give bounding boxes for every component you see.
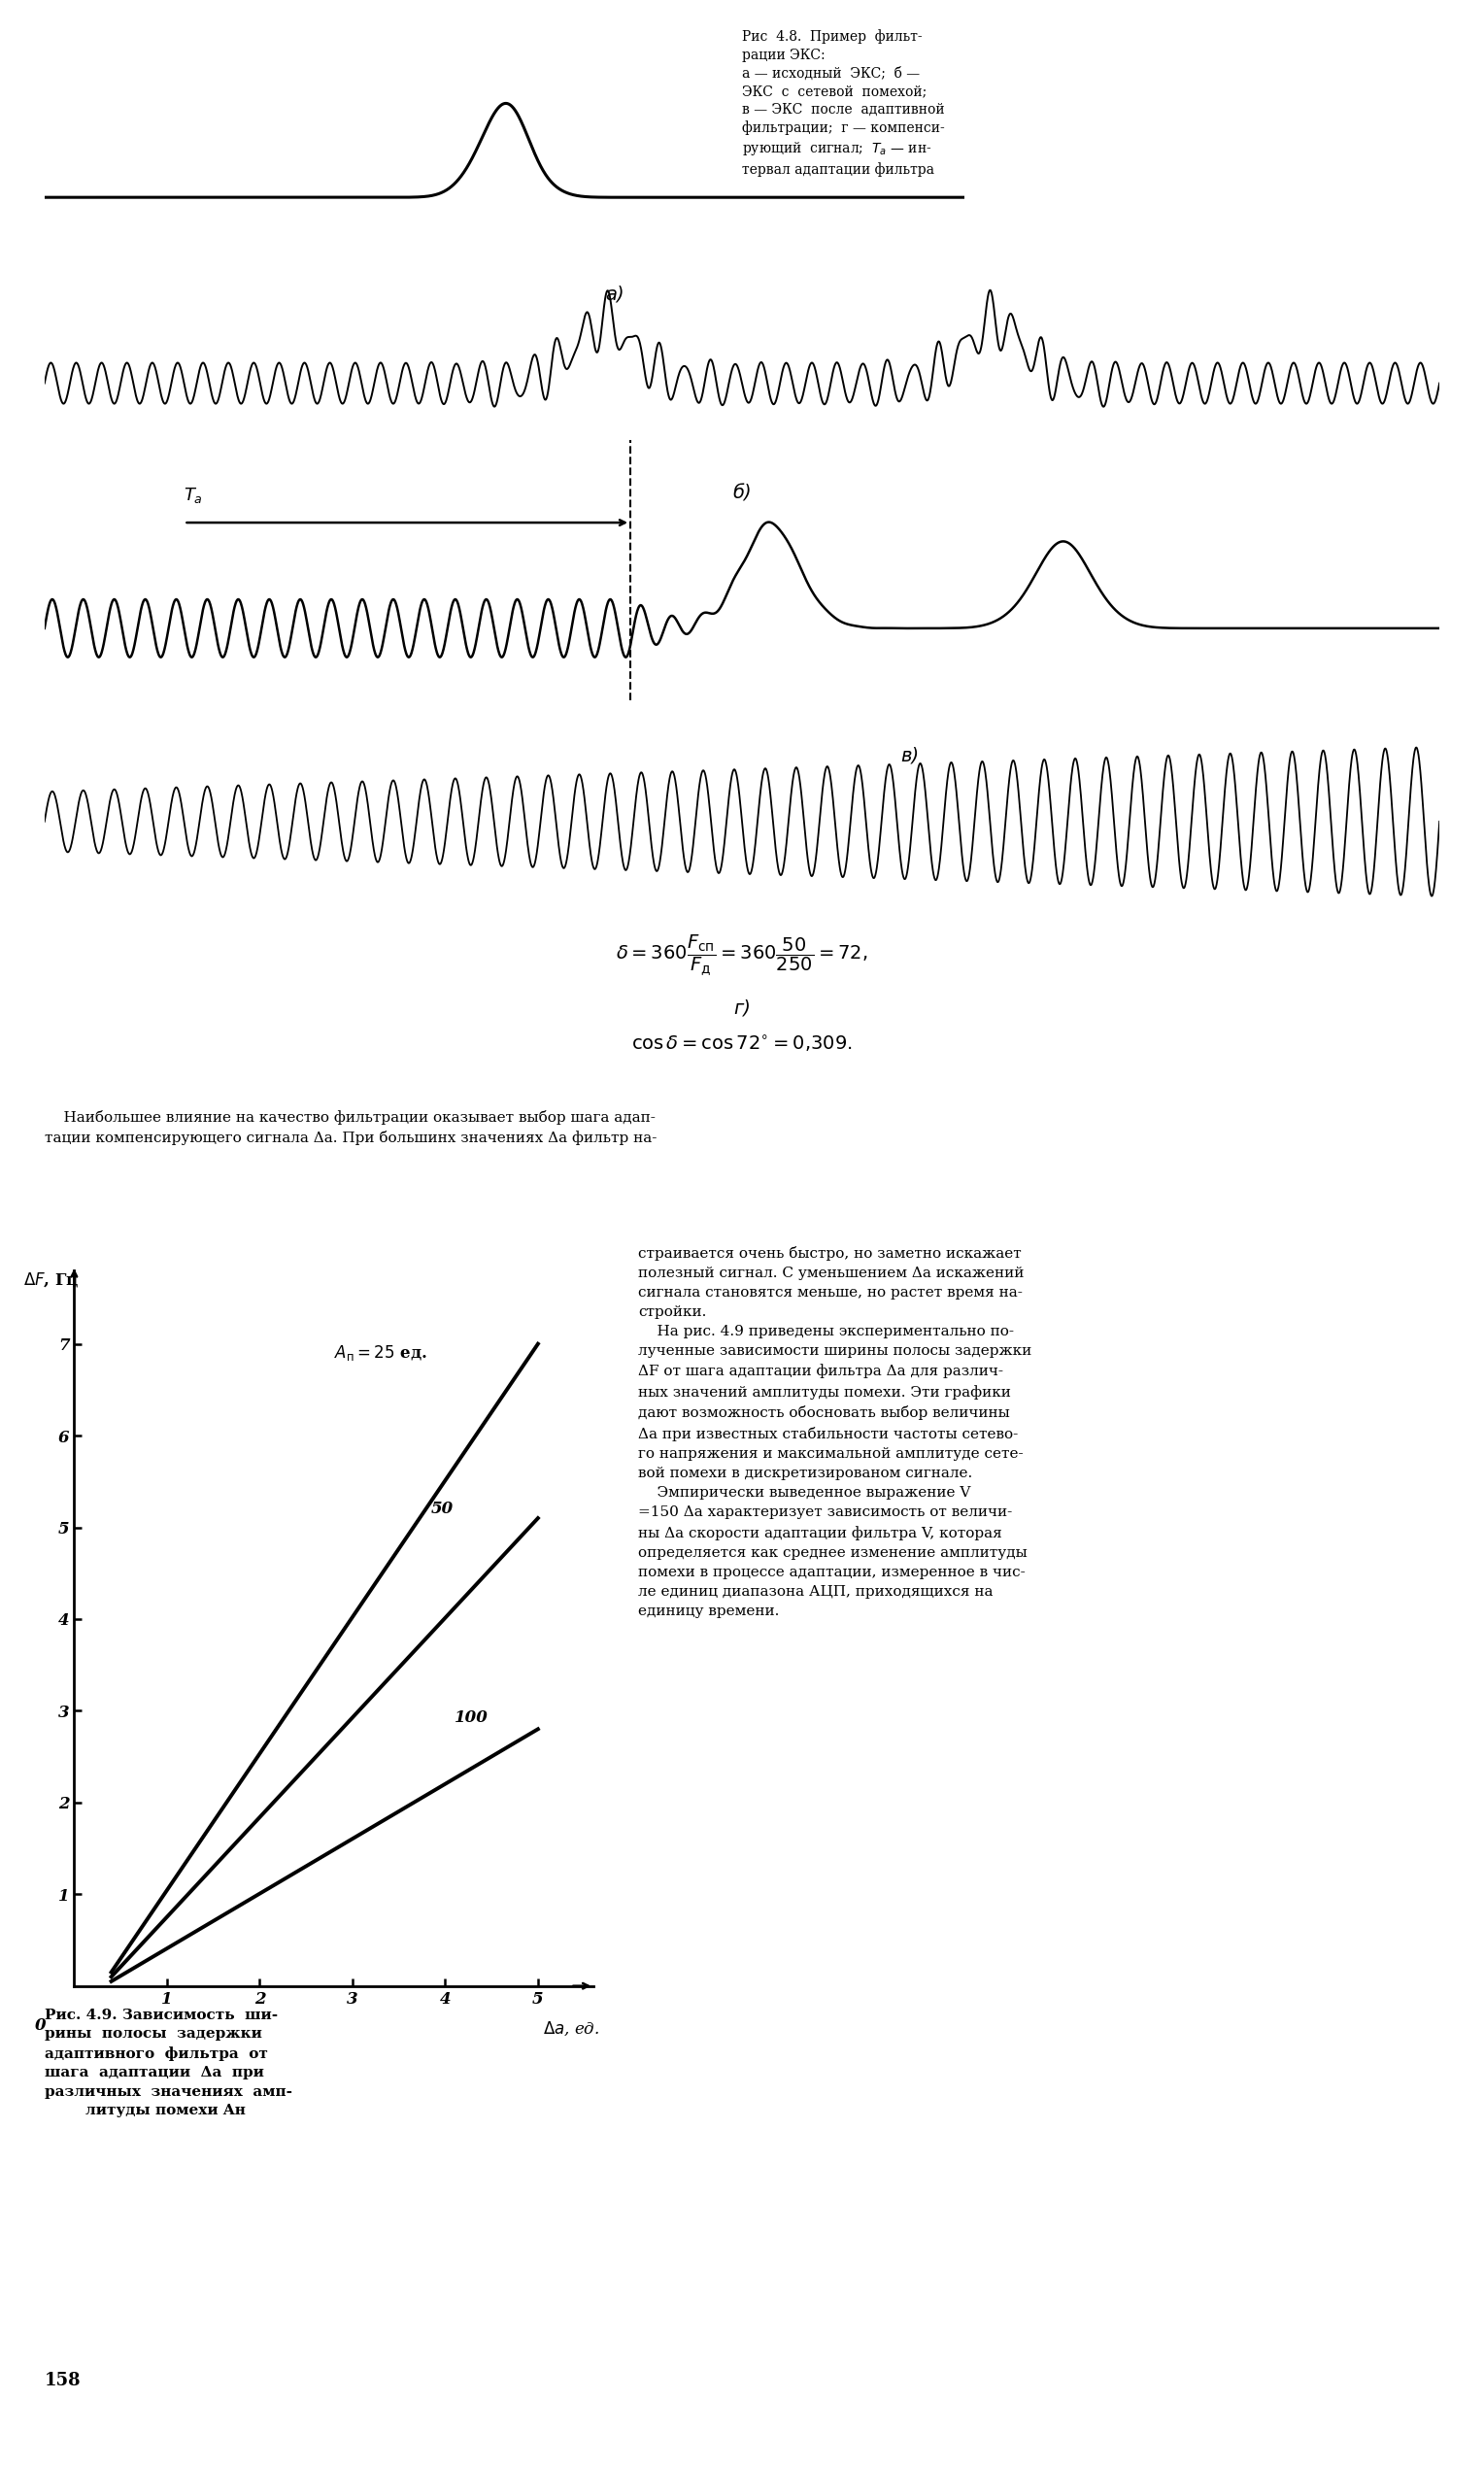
Text: $T_a$: $T_a$ [184,486,203,506]
Text: а): а) [605,286,625,303]
Text: в): в) [901,748,919,765]
Text: 158: 158 [45,2371,82,2391]
Text: страивается очень быстро, но заметно искажает
полезный сигнал. С уменьшением Δa : страивается очень быстро, но заметно иск… [638,1246,1031,1618]
Text: $A_{\rm п}=25$ ед.: $A_{\rm п}=25$ ед. [334,1342,427,1362]
Text: 100: 100 [454,1710,488,1724]
Text: $\delta = 360 \dfrac{F_{\rm сп}}{F_{\rm д}} = 360 \dfrac{50}{250} = 72,$: $\delta = 360 \dfrac{F_{\rm сп}}{F_{\rm … [616,933,868,979]
Text: г): г) [733,999,751,1019]
Text: Рис  4.8.  Пример  фильт-
рации ЭКС:
а — исходный  ЭКС;  б —
ЭКС  с  сетевой  по: Рис 4.8. Пример фильт- рации ЭКС: а — ис… [742,30,945,178]
Text: $\Delta F$, Гц: $\Delta F$, Гц [24,1271,79,1288]
Text: б): б) [733,484,751,503]
Text: 0: 0 [36,2018,46,2033]
Text: Рис. 4.9. Зависимость  ши-
рины  полосы  задержки
адаптивного  фильтра  от
шага : Рис. 4.9. Зависимость ши- рины полосы за… [45,2008,292,2117]
Text: $\cos \delta = \cos 72^{\circ} = 0{,}309.$: $\cos \delta = \cos 72^{\circ} = 0{,}309… [631,1034,853,1053]
Text: $\Delta a$, ед.: $\Delta a$, ед. [543,2020,600,2038]
Text: 50: 50 [432,1500,454,1517]
Text: Наибольшее влияние на качество фильтрации оказывает выбор шага адап-
тации компе: Наибольшее влияние на качество фильтраци… [45,1110,657,1145]
